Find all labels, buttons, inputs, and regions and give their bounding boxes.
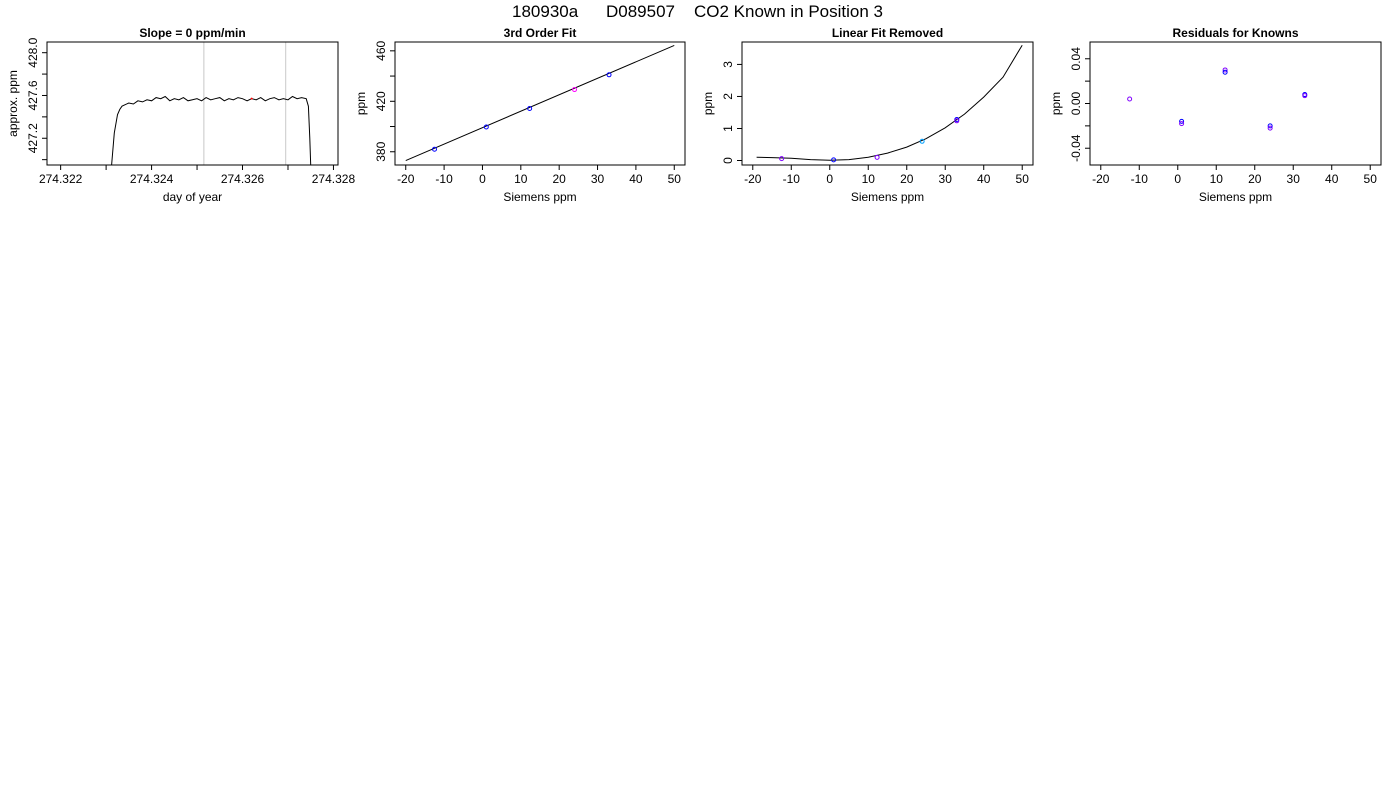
data-point — [572, 87, 578, 93]
x-tick-label: 50 — [668, 172, 682, 186]
plot-area — [111, 42, 312, 165]
data-point — [1179, 121, 1185, 127]
data-point — [606, 72, 612, 78]
x-tick-label: 0 — [1174, 172, 1181, 186]
data-point — [483, 124, 489, 130]
chart-panels: Slope = 0 ppm/min 274.322 274.324 274.326 27… — [6, 26, 1382, 204]
figure-title-description: CO2 Known in Position 3 — [694, 2, 883, 21]
x-tick-label: 50 — [1016, 172, 1030, 186]
x-tick-label: 30 — [591, 172, 605, 186]
y-axis-label: ppm — [1049, 92, 1063, 115]
data-point — [1127, 96, 1133, 102]
panel-title: Slope = 0 ppm/min — [139, 26, 245, 40]
y-tick-label: 0 — [721, 157, 735, 164]
plot-frame — [1089, 41, 1382, 166]
x-axis-label: Siemens ppm — [503, 190, 576, 204]
panel-title: Linear Fit Removed — [832, 26, 943, 40]
data-point — [779, 156, 785, 162]
x-tick-label: 20 — [1248, 172, 1262, 186]
x-tick-label: 10 — [862, 172, 876, 186]
x-axis-label: day of year — [163, 190, 222, 204]
y-tick-label: -0.04 — [1069, 134, 1083, 162]
y-tick-label: 460 — [374, 40, 388, 60]
x-tick-label: 274.328 — [312, 172, 356, 186]
x-tick-label: 274.326 — [221, 172, 265, 186]
data-point — [831, 157, 837, 163]
y-tick-label: 1 — [721, 125, 735, 132]
y-tick-label: 0.04 — [1069, 47, 1083, 71]
series-line — [111, 95, 312, 165]
y-tick-label: 2 — [721, 93, 735, 100]
plot-frame — [394, 41, 686, 166]
x-tick-label: 274.322 — [39, 172, 83, 186]
x-tick-label: 0 — [826, 172, 833, 186]
data-point — [1222, 69, 1228, 75]
x-tick-label: -10 — [435, 172, 453, 186]
x-tick-label: 40 — [1325, 172, 1339, 186]
x-tick-label: 30 — [939, 172, 953, 186]
x-tick-label: 10 — [1210, 172, 1224, 186]
y-axis-label: ppm — [701, 92, 715, 115]
x-tick-label: -10 — [1131, 172, 1149, 186]
figure-title-run: 180930a — [512, 2, 579, 21]
x-axis-label: Siemens ppm — [851, 190, 924, 204]
chart-panel-1: Slope = 0 ppm/min 274.322 274.324 274.326 27… — [6, 26, 355, 204]
plot-frame — [741, 41, 1034, 166]
x-tick-label: 50 — [1364, 172, 1378, 186]
x-tick-label: -10 — [783, 172, 801, 186]
chart-panel-4: Residuals for Knowns -20 -10 0 10 20 30 40 50 -0.… — [1049, 26, 1382, 204]
y-tick-label: 427.6 — [26, 80, 40, 110]
y-tick-label: 3 — [721, 61, 735, 68]
panel-title: Residuals for Knowns — [1172, 26, 1298, 40]
y-axis-label: ppm — [354, 92, 368, 115]
plot-area — [1127, 67, 1308, 131]
panel-title: 3rd Order Fit — [504, 26, 577, 40]
x-tick-label: 30 — [1287, 172, 1301, 186]
data-point — [432, 146, 438, 152]
chart-panel-3: Linear Fit Removed -20 -10 0 10 20 30 40 50 0 1 2 3 S… — [701, 26, 1034, 204]
data-point — [1302, 93, 1308, 99]
x-tick-label: 10 — [514, 172, 528, 186]
plot-frame — [46, 41, 339, 166]
y-tick-label: 0.00 — [1069, 91, 1083, 115]
y-tick-label: 420 — [374, 91, 388, 111]
plot-area — [405, 44, 675, 162]
x-axis-label: Siemens ppm — [1199, 190, 1272, 204]
x-tick-label: 0 — [479, 172, 486, 186]
y-axis-label: approx. ppm — [6, 70, 20, 137]
data-point — [1222, 67, 1228, 73]
data-point — [1267, 125, 1273, 131]
data-point — [1267, 123, 1273, 129]
data-point — [527, 105, 533, 111]
data-point — [1179, 118, 1185, 124]
marker-point — [250, 97, 253, 100]
x-tick-label: 20 — [900, 172, 914, 186]
figure-title-sample: D089507 — [606, 2, 675, 21]
plot-area — [756, 44, 1023, 163]
x-tick-label: -20 — [1092, 172, 1110, 186]
data-point — [919, 138, 925, 144]
data-point — [954, 118, 960, 124]
x-tick-label: 274.324 — [130, 172, 174, 186]
y-tick-label: 428.0 — [26, 37, 40, 67]
x-tick-label: -20 — [744, 172, 762, 186]
x-tick-label: -20 — [397, 172, 415, 186]
fit-curve — [756, 44, 1023, 161]
data-point — [874, 154, 880, 160]
x-tick-label: 20 — [553, 172, 567, 186]
x-tick-label: 40 — [977, 172, 991, 186]
y-tick-label: 380 — [374, 141, 388, 161]
fit-line — [405, 44, 675, 162]
x-tick-label: 40 — [629, 172, 643, 186]
chart-panel-2: 3rd Order Fit -20 -10 0 10 20 30 40 50 380 420 460 S… — [354, 26, 686, 204]
y-tick-label: 427.2 — [26, 123, 40, 153]
